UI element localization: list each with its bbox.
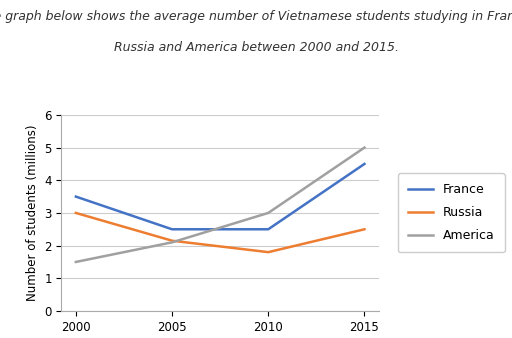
America <box>265 211 271 215</box>
Line: France: France <box>76 164 365 229</box>
America <box>169 240 175 244</box>
Russia <box>169 239 175 243</box>
Text: Russia and America between 2000 and 2015.: Russia and America between 2000 and 2015… <box>114 41 398 53</box>
France <box>361 162 368 166</box>
Line: America: America <box>76 148 365 262</box>
Line: Russia: Russia <box>76 213 365 252</box>
Text: The graph below shows the average number of Vietnamese students studying in Fran: The graph below shows the average number… <box>0 10 512 23</box>
France <box>73 195 79 199</box>
Russia <box>265 250 271 254</box>
America <box>73 260 79 264</box>
Y-axis label: Number of students (millions): Number of students (millions) <box>26 125 39 301</box>
Legend: France, Russia, America: France, Russia, America <box>398 173 505 252</box>
Russia <box>361 227 368 231</box>
France <box>169 227 175 231</box>
France <box>265 227 271 231</box>
America <box>361 146 368 150</box>
Russia <box>73 211 79 215</box>
